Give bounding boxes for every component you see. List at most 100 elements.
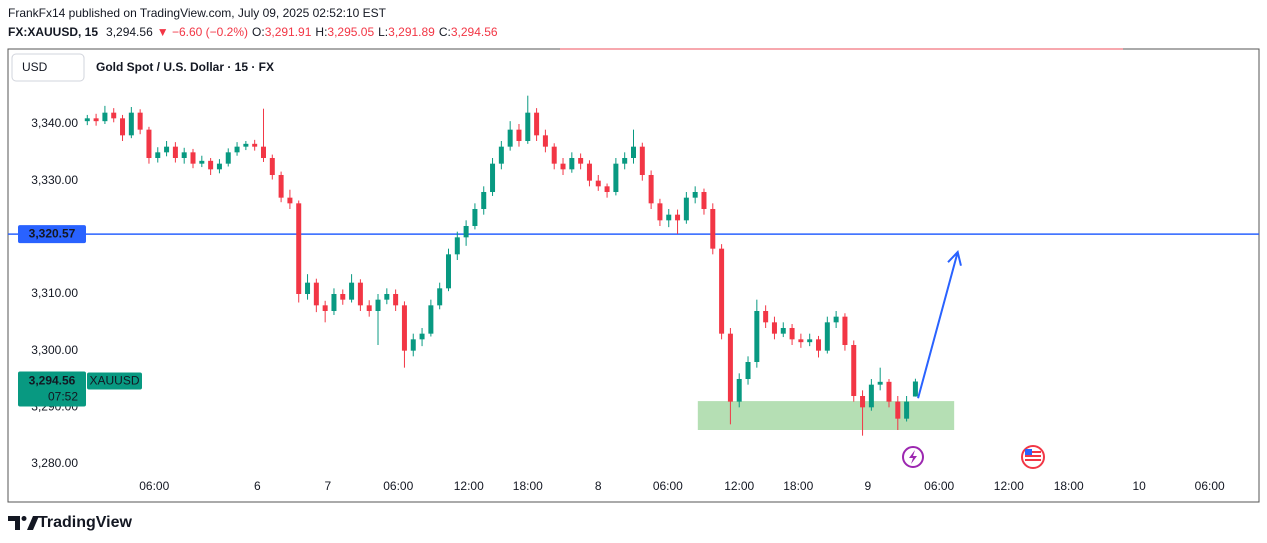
candle-body — [692, 191, 698, 198]
candle-body — [437, 288, 443, 306]
candle-body — [860, 395, 866, 408]
candle-body — [780, 327, 786, 334]
x-tick-label: 06:00 — [653, 479, 683, 493]
ohlc-label: C: — [439, 25, 451, 39]
x-tick-label: 18:00 — [1054, 479, 1084, 493]
candle-body — [754, 310, 760, 362]
candle-body — [472, 208, 478, 226]
currency-label: USD — [22, 60, 48, 74]
x-tick-label: 12:00 — [994, 479, 1024, 493]
candle-body — [542, 135, 548, 147]
candle-body — [278, 174, 284, 198]
candle-body — [763, 310, 769, 323]
symbol: FX:XAUUSD, 15 — [8, 25, 98, 39]
x-tick-label: 18:00 — [513, 479, 543, 493]
candle-body — [375, 299, 381, 311]
candle-body — [816, 339, 822, 351]
candle-body — [578, 157, 584, 164]
candle-body — [736, 378, 742, 402]
candle-body — [128, 112, 134, 136]
plot: 3,280.003,290.003,300.003,310.003,320.00… — [8, 95, 1259, 499]
ohlc-value: 3,294.56 — [451, 25, 498, 39]
candle-body — [516, 129, 522, 141]
candle-body — [807, 339, 813, 343]
candle-body — [789, 327, 795, 340]
candle-body — [313, 282, 319, 306]
candle-body — [366, 305, 372, 311]
y-tick-label: 3,300.00 — [31, 343, 78, 357]
candle-body — [172, 146, 178, 158]
candle-body — [631, 146, 636, 158]
candle-body — [234, 146, 240, 153]
candle-body — [886, 381, 892, 402]
candle-body — [710, 208, 716, 249]
candle-body — [507, 129, 513, 147]
candle-body — [904, 401, 910, 419]
candle-body — [357, 282, 363, 306]
candle-body — [551, 146, 557, 164]
symbol-line: FX:XAUUSD, 15 3,294.56 ▼ −6.60 (−0.2%) O:3,… — [8, 25, 498, 39]
candle-body — [305, 282, 311, 294]
x-tick-label: 06:00 — [139, 479, 169, 493]
candle-body — [419, 333, 425, 340]
chart-title: Gold Spot / U.S. Dollar · 15 · FX — [96, 60, 274, 74]
y-tick-label: 3,310.00 — [31, 286, 78, 300]
candle-body — [842, 316, 848, 345]
candle-body — [727, 333, 733, 402]
ohlc-label: O: — [252, 25, 265, 39]
candle-body — [164, 146, 170, 153]
candle-body — [84, 118, 90, 122]
candle-body — [771, 322, 777, 334]
candle-body — [701, 191, 707, 209]
price-label-box — [18, 371, 86, 407]
candle-body — [534, 112, 540, 136]
ohlc-label: L: — [378, 25, 388, 39]
x-tick-label: 18:00 — [783, 479, 813, 493]
y-tick-label: 3,330.00 — [31, 173, 78, 187]
candle-body — [454, 237, 460, 255]
candle-body — [93, 118, 99, 122]
ohlc-value: 3,291.89 — [388, 25, 435, 39]
candle-body — [296, 203, 302, 294]
candle-body — [384, 293, 390, 300]
x-tick-label: 6 — [254, 479, 261, 493]
ohlc-value: 3,295.05 — [327, 25, 374, 39]
candle-body — [586, 163, 592, 181]
candle-body — [463, 225, 469, 238]
x-tick-label: 8 — [595, 479, 602, 493]
ohlc-label: H: — [315, 25, 327, 39]
candle-body — [613, 163, 619, 192]
chart-frame — [7, 48, 1260, 503]
candle-body — [340, 293, 346, 300]
candle-body — [322, 305, 328, 311]
last-price: 3,294.56 — [106, 25, 153, 39]
candle-body — [525, 112, 531, 141]
candle-body — [181, 152, 187, 158]
event-icon[interactable] — [902, 446, 924, 468]
candle-body — [868, 384, 874, 408]
candle-body — [102, 112, 108, 122]
candle-body — [155, 152, 161, 158]
candle-body — [216, 163, 222, 170]
candle-body — [120, 118, 126, 136]
candle-body — [683, 197, 689, 221]
candle-body — [675, 214, 681, 221]
x-tick-label: 06:00 — [1195, 479, 1225, 493]
candle-body — [190, 152, 196, 164]
candle-body — [877, 381, 883, 385]
candle-body — [560, 163, 566, 170]
currency-button[interactable] — [11, 53, 85, 82]
candle-body — [243, 143, 249, 147]
candle-body — [895, 401, 901, 419]
candle-body — [912, 381, 918, 397]
candle-body — [410, 339, 416, 351]
candle-body — [269, 157, 275, 175]
candle-body — [428, 305, 434, 334]
x-tick-label: 10 — [1133, 479, 1147, 493]
author-line: FrankFx14 published on TradingView.com, … — [8, 6, 387, 20]
candle-body — [851, 344, 857, 396]
us-flag-icon[interactable] — [1021, 445, 1045, 469]
candle-body — [639, 146, 645, 175]
y-tick-label: 3,280.00 — [31, 456, 78, 470]
candle-body — [498, 146, 504, 164]
